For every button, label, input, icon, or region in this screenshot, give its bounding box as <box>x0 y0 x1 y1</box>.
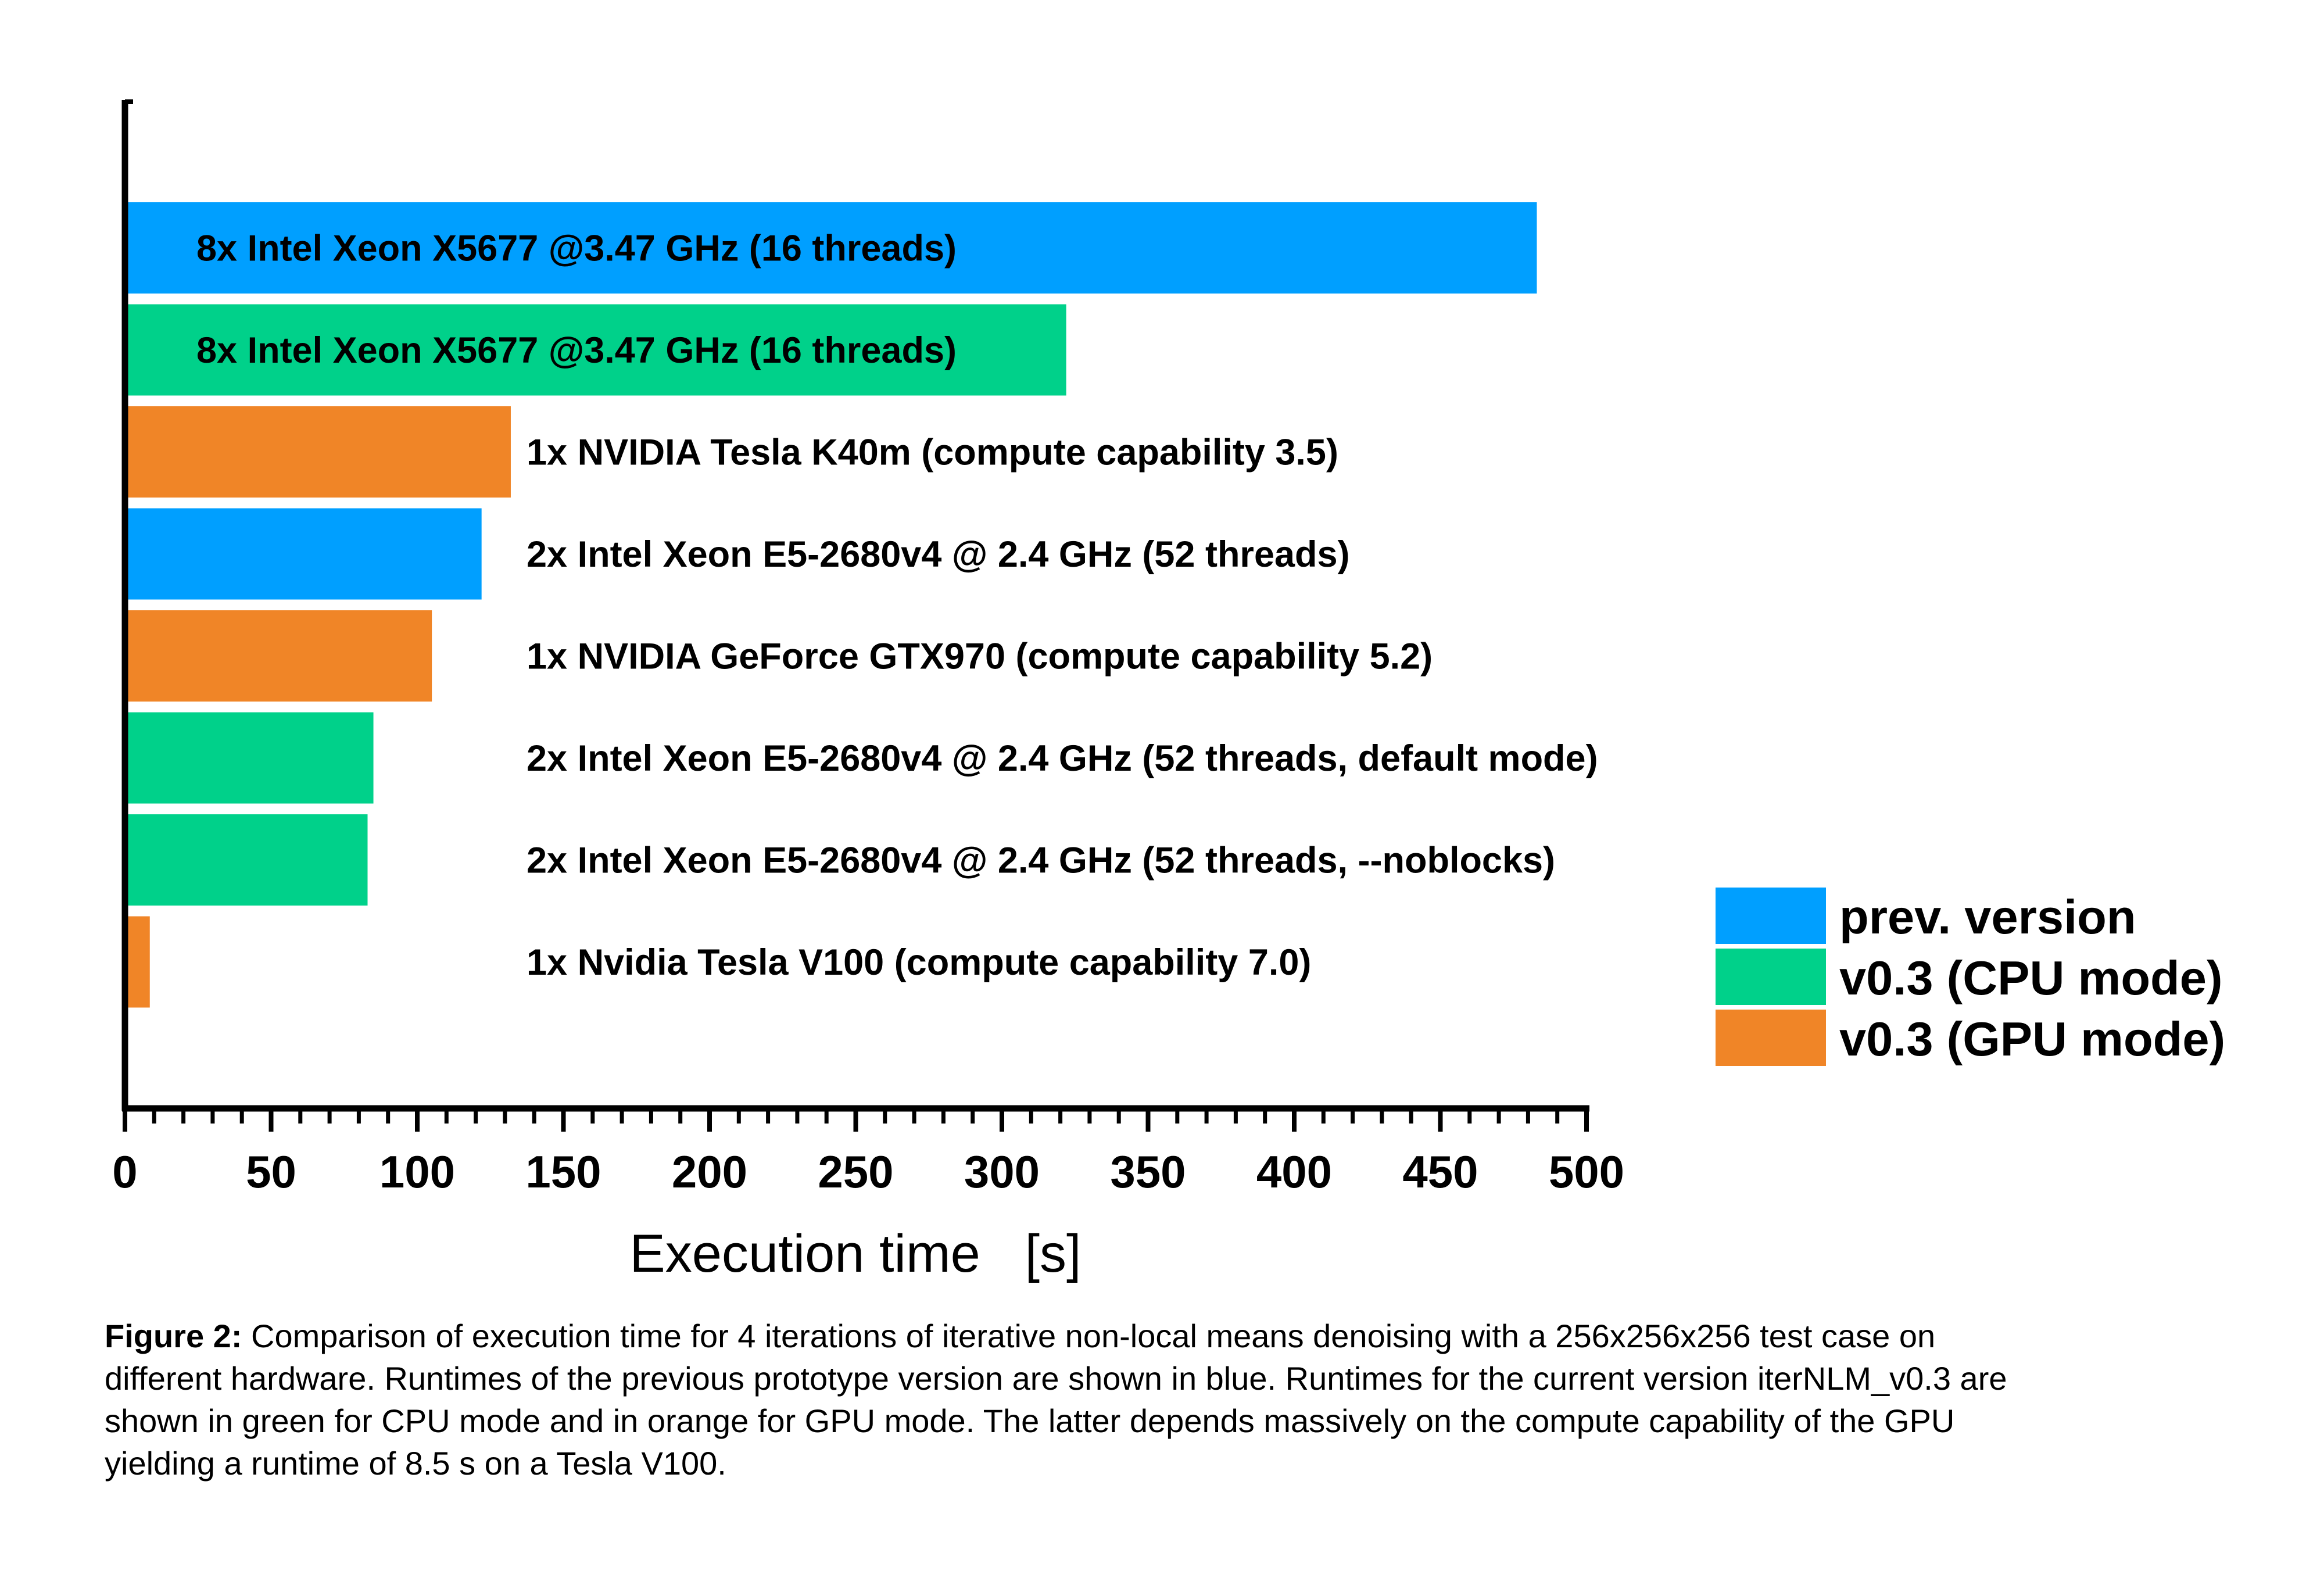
bar-label-5: 1x NVIDIA GeForce GTX970 (compute capabi… <box>527 636 1433 677</box>
legend: prev. version v0.3 (CPU mode) v0.3 (GPU mo… <box>1716 888 2225 1066</box>
legend-label-1: prev. version <box>1839 890 2136 944</box>
bar-label-3: 1x NVIDIA Tesla K40m (compute capability… <box>527 432 1338 473</box>
legend-swatch-2 <box>1716 949 1826 1005</box>
x-tick-label: 100 <box>379 1146 455 1197</box>
bar-5 <box>125 610 432 702</box>
bar-4 <box>125 508 482 600</box>
caption-prefix: Figure 2: <box>105 1318 242 1354</box>
caption-text: Comparison of execution time for 4 itera… <box>105 1318 2007 1482</box>
bar-3 <box>125 406 511 498</box>
x-tick-label: 300 <box>964 1146 1040 1197</box>
x-tick-label: 150 <box>525 1146 601 1197</box>
x-tick-label: 450 <box>1402 1146 1478 1197</box>
figure-caption: Figure 2: Comparison of execution time f… <box>105 1315 2022 1484</box>
bar-label-2: 8x Intel Xeon X5677 @3.47 GHz (16 thread… <box>196 330 957 371</box>
bar-label-1: 8x Intel Xeon X5677 @3.47 GHz (16 thread… <box>196 228 957 269</box>
x-tick-label: 200 <box>672 1146 747 1197</box>
legend-label-3: v0.3 (GPU mode) <box>1839 1012 2225 1066</box>
bar-label-6: 2x Intel Xeon E5-2680v4 @ 2.4 GHz (52 th… <box>527 738 1598 779</box>
bar-6 <box>125 712 374 804</box>
bars-group <box>125 202 1537 1008</box>
bar-8 <box>125 916 150 1008</box>
bar-2 <box>125 304 1066 396</box>
bar-label-7: 2x Intel Xeon E5-2680v4 @ 2.4 GHz (52 th… <box>527 840 1555 881</box>
x-tick-label: 0 <box>112 1146 137 1197</box>
x-tick-labels-group: 0 50 100 150 200 250 300 350 400 450 500 <box>112 1146 1624 1197</box>
bar-labels-group: 8x Intel Xeon X5677 @3.47 GHz (16 thread… <box>196 228 1598 983</box>
bar-7 <box>125 814 368 906</box>
legend-label-2: v0.3 (CPU mode) <box>1839 951 2223 1005</box>
x-tick-label: 500 <box>1549 1146 1624 1197</box>
bar-1 <box>125 202 1537 294</box>
x-tick-label: 50 <box>246 1146 296 1197</box>
x-axis-title: Execution time [s] <box>629 1224 1081 1283</box>
x-ticks-group <box>123 1108 1589 1132</box>
bar-label-8: 1x Nvidia Tesla V100 (compute capability… <box>527 942 1311 983</box>
x-tick-label: 250 <box>818 1146 893 1197</box>
x-tick-label: 350 <box>1110 1146 1186 1197</box>
bar-label-4: 2x Intel Xeon E5-2680v4 @ 2.4 GHz (52 th… <box>527 534 1350 575</box>
x-tick-label: 400 <box>1256 1146 1332 1197</box>
legend-swatch-1 <box>1716 888 1826 944</box>
legend-swatch-3 <box>1716 1010 1826 1066</box>
